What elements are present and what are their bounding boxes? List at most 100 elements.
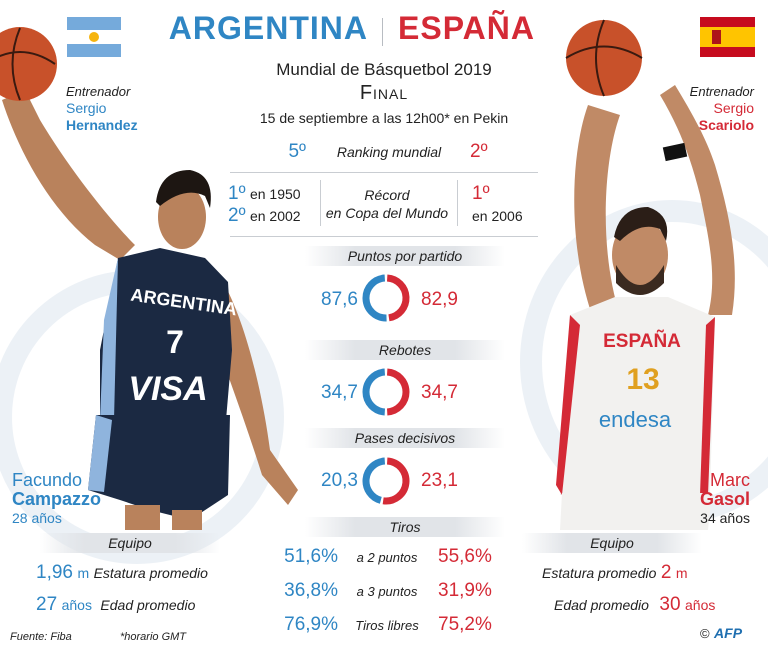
- record-label-line1: Récord: [364, 187, 410, 203]
- team-left-age-row: 27 años Edad promedio: [36, 594, 236, 616]
- player-left-first: Facundo: [12, 470, 83, 490]
- jersey-left-sponsor: VISA: [128, 370, 207, 408]
- jersey-right-sponsor: endesa: [599, 407, 672, 432]
- donut-arc-argentina: [362, 457, 386, 504]
- shot-right-value-3: 75,2%: [438, 614, 492, 635]
- stage-title: Final: [359, 82, 409, 104]
- stat-label-3: Pases decisivos: [354, 430, 456, 446]
- stat-left-value-3: 20,3: [321, 470, 358, 491]
- team-left-title: ARGENTINA: [168, 10, 368, 46]
- team-left-height-row: 1,96 m Estatura promedio: [36, 562, 236, 584]
- stat-band-3: [305, 428, 505, 448]
- player-campazzo-image: ARGENTINA 7 VISA: [0, 27, 298, 530]
- team-left-age-label: Edad promedio: [100, 597, 196, 613]
- stat-band-1: [305, 246, 505, 266]
- team-right-age-row: Edad promedio 30 años: [554, 594, 754, 616]
- jersey-left-number: 7: [166, 324, 184, 360]
- spain-flag-icon: [700, 17, 755, 57]
- match-date: 15 de septiembre a las 12h00* en Pekin: [259, 110, 509, 126]
- donut-arc-espana: [382, 457, 410, 505]
- team-left-age-value: 27: [36, 594, 58, 615]
- shot-left-value-1: 51,6%: [284, 546, 338, 567]
- donut-arc-espana: [386, 368, 410, 416]
- shot-right-value-1: 55,6%: [438, 546, 492, 567]
- player-right-last: Gasol: [699, 489, 750, 509]
- divider-ranking: [230, 172, 538, 173]
- record-label-separator: [320, 180, 321, 226]
- stat-left-value-1: 87,6: [321, 289, 358, 310]
- team-left-age-unit: años: [61, 597, 92, 613]
- player-left-age: 28 años: [12, 510, 62, 526]
- jersey-right-team: ESPAÑA: [603, 330, 681, 352]
- shots-band: [305, 517, 505, 537]
- team-band-right: [522, 533, 702, 553]
- stat-donut-2: [362, 368, 410, 416]
- team-band-left: [40, 533, 220, 553]
- ranking-right-value: 2º: [470, 141, 488, 162]
- coach-right-last: Scariolo: [698, 117, 754, 133]
- shot-label-3: Tiros libres: [355, 618, 419, 633]
- coach-right-first: Sergio: [713, 100, 754, 116]
- team-title-right: Equipo: [590, 535, 634, 551]
- title-divider: [382, 18, 383, 46]
- stat-label-2: Rebotes: [378, 342, 432, 358]
- team-title-left: Equipo: [108, 535, 152, 551]
- afp-logo: © AFP: [700, 625, 760, 645]
- argentina-flag-icon: [67, 17, 121, 57]
- shot-label-2: a 3 puntos: [356, 584, 418, 599]
- stat-right-value-1: 82,9: [421, 289, 458, 310]
- afp-logo-text: AFP: [714, 625, 743, 641]
- coach-left-first: Sergio: [66, 100, 107, 116]
- record-right-1-year: en 2006: [472, 208, 523, 224]
- stat-donut-1: [362, 274, 410, 322]
- stat-left-value-2: 34,7: [321, 382, 358, 403]
- record-left-2-place: 2º: [228, 205, 246, 226]
- team-right-title: ESPAÑA: [398, 10, 535, 46]
- stat-right-value-3: 23,1: [421, 470, 458, 491]
- copyright-symbol: ©: [700, 626, 710, 641]
- record-left-1-year: en 1950: [249, 186, 301, 202]
- team-right-height-unit: m: [675, 565, 688, 581]
- team-right-age-unit: años: [685, 597, 716, 613]
- divider-record: [230, 236, 538, 237]
- team-right-height-value: 2: [660, 562, 672, 583]
- coach-left-label: Entrenador: [66, 84, 131, 99]
- event-title: Mundial de Básquetbol 2019: [276, 60, 492, 79]
- team-right-age-value: 30: [659, 594, 681, 615]
- team-left-height-unit: m: [77, 565, 90, 581]
- record-left-1-place: 1º: [228, 183, 246, 204]
- record-left-2-year: en 2002: [249, 208, 301, 224]
- record-left-1: 1º en 1950: [228, 183, 328, 205]
- shot-right-value-2: 31,9%: [438, 580, 492, 601]
- player-right-age: 34 años: [700, 510, 750, 526]
- coach-right-label: Entrenador: [689, 84, 754, 99]
- shot-left-value-2: 36,8%: [284, 580, 338, 601]
- shots-label: Tiros: [389, 519, 421, 535]
- footer-source: Fuente: Fiba: [10, 631, 72, 643]
- player-left-last: Campazzo: [12, 489, 102, 509]
- record-right-1-place: 1º: [472, 183, 490, 204]
- footer-note: *horario GMT: [120, 631, 187, 643]
- ranking-left-value: 5º: [288, 141, 306, 162]
- coach-left-last: Hernandez: [66, 117, 138, 133]
- shot-left-value-3: 76,9%: [284, 614, 338, 635]
- donut-arc-argentina: [362, 368, 386, 416]
- player-right-first: Marc: [710, 470, 750, 490]
- donut-arc-argentina: [362, 274, 387, 322]
- stat-band-2: [305, 340, 505, 360]
- team-left-height-value: 1,96: [36, 562, 73, 583]
- stat-label-1: Puntos por partido: [347, 248, 463, 264]
- player-gasol-image: ESPAÑA 13 endesa: [556, 19, 735, 530]
- record-label-separator-right: [457, 180, 458, 226]
- team-left-height-label: Estatura promedio: [93, 565, 208, 581]
- ranking-label: Ranking mundial: [336, 144, 442, 160]
- donut-arc-espana: [386, 274, 410, 322]
- record-label-line2: en Copa del Mundo: [325, 205, 449, 221]
- stat-donut-3: [362, 457, 410, 505]
- shot-label-1: a 2 puntos: [356, 550, 418, 565]
- stat-right-value-2: 34,7: [421, 382, 458, 403]
- team-right-age-label: Edad promedio: [554, 597, 649, 613]
- jersey-right-number: 13: [626, 363, 659, 396]
- record-left-2: 2º en 2002: [228, 205, 328, 227]
